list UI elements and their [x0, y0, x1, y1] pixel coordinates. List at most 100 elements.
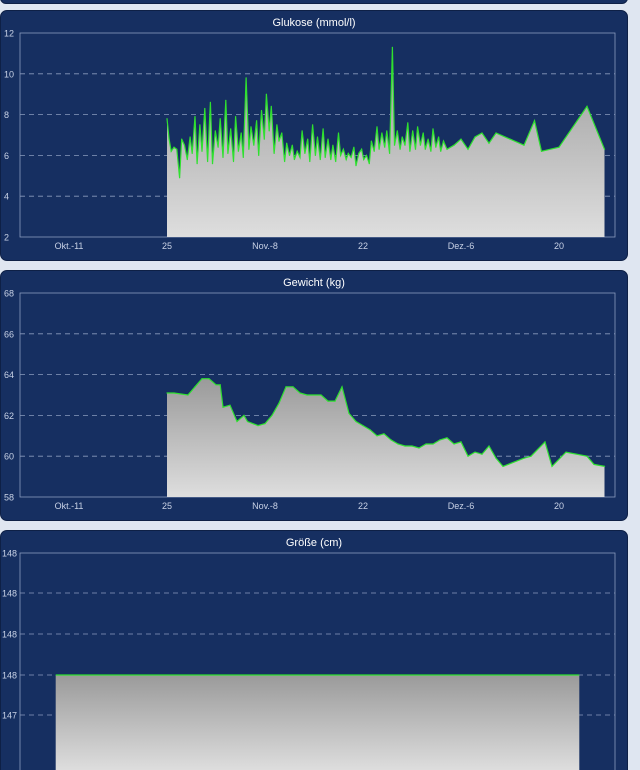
data-point	[467, 455, 469, 457]
data-point	[586, 455, 588, 457]
x-tick-label: 22	[358, 501, 368, 511]
data-point	[384, 146, 386, 148]
data-point	[411, 445, 413, 447]
data-point	[495, 132, 497, 134]
data-point	[467, 148, 469, 150]
data-point	[419, 144, 421, 146]
data-point	[194, 386, 196, 388]
data-point	[219, 384, 221, 386]
data-point	[523, 457, 525, 459]
data-point	[332, 144, 334, 146]
data-point	[209, 101, 211, 103]
data-point	[358, 152, 360, 154]
data-point	[381, 132, 383, 134]
data-point	[286, 142, 288, 144]
data-point	[481, 132, 483, 134]
data-point	[446, 148, 448, 150]
data-point	[306, 394, 308, 396]
data-point	[222, 406, 224, 408]
data-point	[404, 144, 406, 146]
y-tick-label: 12	[4, 29, 14, 39]
data-point	[378, 148, 380, 150]
y-tick-label: 148	[2, 549, 17, 559]
x-tick-label: Nov.-8	[252, 241, 278, 251]
data-point	[219, 118, 221, 120]
glucose-chart-panel[interactable]: Glukose (mmol/l) 2 4 6 8 10 12 Okt.-11 25 Nov.-8…	[0, 10, 628, 261]
x-tick-label: Dez.-6	[448, 241, 475, 251]
data-point	[278, 402, 280, 404]
data-point	[533, 120, 536, 122]
data-point	[335, 160, 337, 163]
data-point	[355, 165, 357, 167]
x-tick-label: 25	[162, 241, 172, 251]
data-point	[362, 425, 364, 427]
data-point	[196, 163, 198, 165]
plot-area	[19, 552, 616, 770]
data-point	[430, 150, 432, 152]
data-point	[214, 130, 216, 132]
height-chart-panel[interactable]: Größe (cm) 148 148 148 148 147	[0, 530, 628, 770]
data-point	[276, 124, 278, 126]
series-area	[55, 675, 580, 770]
data-point	[348, 412, 350, 414]
data-point	[307, 138, 309, 140]
data-point	[337, 132, 340, 134]
data-point	[523, 144, 525, 146]
data-point	[199, 124, 201, 126]
data-point	[432, 128, 434, 130]
data-point	[365, 154, 368, 156]
y-tick-label: 148	[2, 671, 17, 681]
data-point	[342, 148, 344, 150]
data-point	[439, 439, 441, 441]
data-point	[236, 420, 238, 423]
data-point	[412, 130, 414, 132]
series-area	[167, 378, 605, 497]
data-point	[281, 132, 283, 134]
data-point	[418, 447, 420, 449]
data-point	[264, 423, 266, 425]
weight-chart-panel[interactable]: Gewicht (kg) 58 60 62 64 66 68 Okt.-11 25 Nov.-8…	[0, 270, 628, 521]
data-point	[246, 420, 249, 423]
data-point	[291, 144, 293, 146]
data-point	[345, 158, 347, 161]
data-point	[407, 122, 409, 124]
data-point	[404, 445, 406, 447]
data-point	[319, 158, 321, 161]
data-point	[296, 150, 298, 152]
data-point	[393, 144, 396, 146]
data-point	[320, 394, 322, 396]
data-point	[186, 158, 188, 161]
data-point	[355, 420, 357, 423]
data-point	[312, 124, 314, 126]
series-line	[166, 47, 606, 178]
data-point	[271, 414, 273, 416]
chart-title: Größe (cm)	[285, 537, 343, 549]
data-point	[304, 152, 306, 154]
data-point	[363, 158, 365, 161]
data-point	[399, 148, 401, 150]
y-tick-label: 60	[4, 452, 14, 462]
data-point	[194, 116, 196, 118]
y-tick-label: 62	[4, 411, 14, 421]
data-point	[293, 158, 295, 161]
data-point	[301, 130, 303, 132]
data-point	[173, 146, 175, 148]
data-point	[324, 156, 326, 158]
data-point	[253, 144, 255, 146]
height-chart[interactable]: 148 148 148 148 147	[1, 531, 628, 770]
data-point	[278, 140, 280, 142]
data-point	[173, 392, 175, 394]
previous-chart-panel	[0, 0, 628, 4]
x-tick-label: 20	[554, 241, 564, 251]
data-point	[204, 107, 206, 110]
x-tick-label: Nov.-8	[252, 501, 278, 511]
data-point	[288, 154, 291, 156]
data-point	[285, 386, 287, 388]
data-point	[168, 138, 170, 140]
data-point	[327, 138, 329, 140]
data-point	[242, 156, 244, 158]
data-point	[208, 378, 210, 380]
data-point	[368, 163, 370, 165]
